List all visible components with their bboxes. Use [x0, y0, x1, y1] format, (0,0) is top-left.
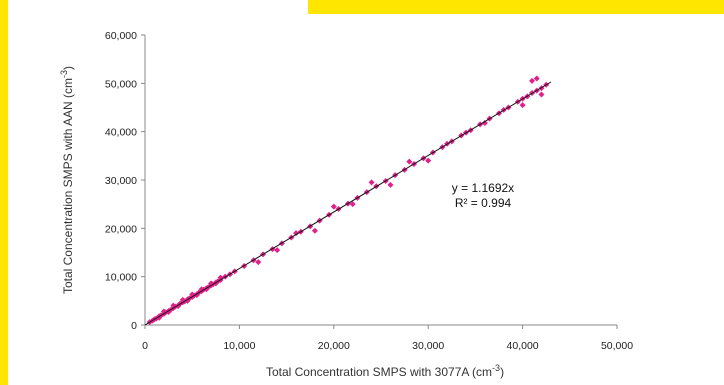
data-point — [184, 297, 191, 304]
data-point — [368, 179, 375, 186]
data-point — [387, 181, 394, 188]
data-point — [533, 75, 540, 82]
y-tick-label: 30,000 — [105, 175, 137, 187]
data-point — [529, 77, 536, 84]
data-point — [293, 230, 300, 237]
top-yellow-border — [308, 0, 724, 14]
x-tick-label: 0 — [142, 340, 148, 352]
x-axis-title-sup: -3 — [492, 363, 500, 373]
data-point — [255, 259, 262, 266]
x-tick-label: 30,000 — [412, 340, 444, 352]
data-point — [425, 157, 432, 164]
trendline-equation: y = 1.1692x — [452, 181, 514, 195]
x-tick-label: 20,000 — [318, 340, 350, 352]
left-yellow-border — [0, 0, 8, 385]
data-point — [330, 203, 337, 210]
trendline — [144, 81, 552, 326]
chart-axes — [141, 34, 618, 329]
y-axis-title-tail: ) — [61, 66, 75, 70]
y-tick-label: 50,000 — [105, 78, 137, 90]
y-tick-label: 10,000 — [105, 272, 137, 284]
x-axis-title-tail: ) — [500, 365, 504, 379]
y-tick-label: 40,000 — [105, 127, 137, 139]
x-axis-title: Total Concentration SMPS with 3077A (cm-… — [266, 363, 504, 379]
data-point — [538, 91, 545, 98]
data-point — [274, 247, 281, 254]
chart-tick-labels: 0 10,000 20,000 30,000 40,000 50,000 60,000 0 10… — [105, 30, 633, 352]
y-axis-title-sup: -3 — [59, 70, 69, 78]
x-axis-title-main: Total Concentration SMPS with 3077A (cm — [266, 365, 492, 379]
y-tick-label: 60,000 — [105, 30, 137, 42]
x-tick-label: 50,000 — [601, 340, 633, 352]
r-squared-label: R² = 0.994 — [455, 196, 512, 210]
x-tick-label: 10,000 — [223, 340, 255, 352]
y-tick-label: 20,000 — [105, 223, 137, 235]
data-point — [519, 102, 526, 109]
data-point — [481, 119, 488, 126]
data-point — [406, 158, 413, 165]
y-tick-label: 0 — [131, 320, 137, 332]
x-tick-label: 40,000 — [507, 340, 539, 352]
data-point — [349, 201, 356, 208]
y-axis-title: Total Concentration SMPS with AAN (cm-3) — [59, 66, 75, 294]
data-point — [156, 314, 163, 321]
y-axis-title-main: Total Concentration SMPS with AAN (cm — [61, 78, 75, 294]
data-point — [311, 227, 318, 234]
